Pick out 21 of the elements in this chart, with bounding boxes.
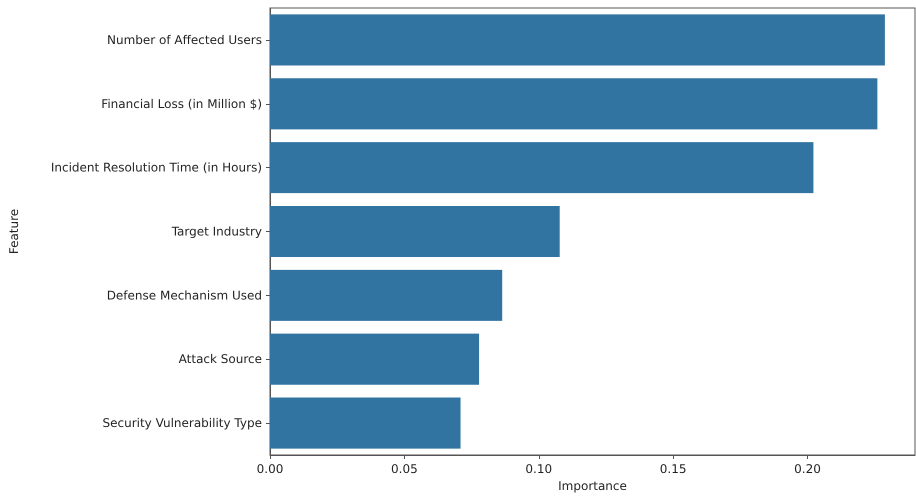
y-tick-label: Attack Source [178,352,262,366]
bar [270,398,461,449]
y-tick-label: Financial Loss (in Million $) [101,96,262,111]
y-tick-label: Defense Mechanism Used [106,288,262,302]
y-axis-title: Feature [7,208,21,254]
x-tick-label: 0.20 [794,462,821,476]
bar [270,206,560,258]
x-tick-label: 0.05 [391,462,418,476]
y-tick-label: Target Industry [170,224,262,238]
bar [270,142,814,194]
bar [270,270,502,321]
x-tick-label: 0.00 [256,462,284,476]
bar [270,78,878,130]
y-tick-label: Incident Resolution Time (in Hours) [50,160,262,175]
bar [270,334,480,385]
x-tick-label: 0.10 [525,462,552,476]
bar [270,14,885,66]
y-tick-label: Number of Affected Users [107,32,262,47]
x-tick-label: 0.15 [660,462,686,476]
x-axis-title: Importance [558,478,627,493]
y-tick-label: Security Vulnerability Type [102,416,262,430]
